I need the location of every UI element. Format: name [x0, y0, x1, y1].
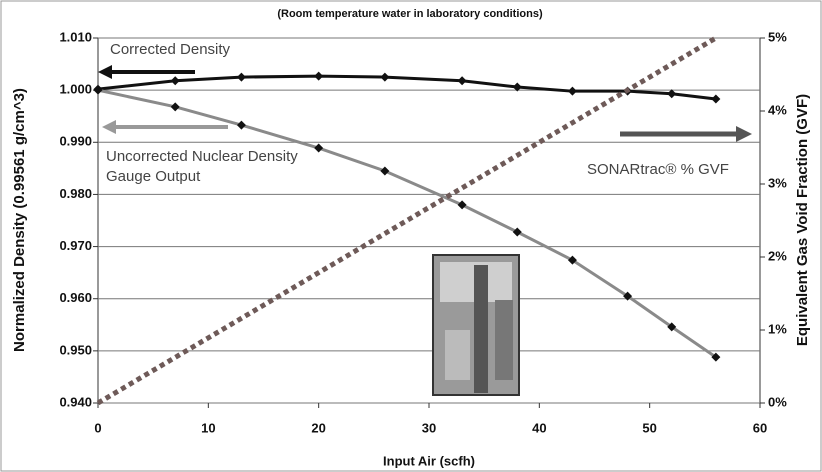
- y2-tick-label: 2%: [768, 248, 787, 263]
- y-tick-label: 0.970: [59, 238, 92, 253]
- y-tick-label: 1.000: [59, 82, 92, 97]
- y-tick-label: 0.980: [59, 186, 92, 201]
- data-point: [567, 255, 577, 265]
- data-point: [711, 94, 721, 104]
- data-point: [314, 71, 324, 81]
- annotation-box: Uncorrected Nuclear Density Gauge Output: [106, 148, 298, 185]
- y-axis-label: Normalized Density (0.99561 g/cm^3): [11, 88, 28, 352]
- data-point: [170, 76, 180, 86]
- data-point: [170, 102, 180, 112]
- y-tick-label: 0.940: [59, 394, 92, 409]
- x-tick-label: 0: [94, 420, 101, 435]
- y-tick-label: 0.990: [59, 134, 92, 149]
- data-point: [314, 143, 324, 153]
- y2-axis-label: Equivalent Gas Void Fraction (GVF): [794, 94, 811, 346]
- data-point: [457, 76, 467, 86]
- data-point: [623, 291, 633, 301]
- x-tick-label: 30: [422, 420, 436, 435]
- data-point: [512, 82, 522, 92]
- inset-photo: [432, 254, 520, 396]
- annotation: Uncorrected Nuclear Density Gauge Output: [106, 148, 298, 185]
- data-point: [380, 72, 390, 82]
- data-point: [667, 322, 677, 332]
- series-line: [96, 35, 718, 406]
- data-point: [567, 86, 577, 96]
- y2-tick-label: 1%: [768, 321, 787, 336]
- data-point: [457, 200, 467, 210]
- x-tick-label: 20: [311, 420, 325, 435]
- y2-tick-label: 4%: [768, 102, 787, 117]
- annotation-arrows: [98, 65, 752, 142]
- y2-tick-label: 5%: [768, 29, 787, 44]
- annotation: SONARtrac® % GVF: [587, 161, 729, 178]
- data-point: [236, 72, 246, 82]
- annotation: Corrected Density: [110, 41, 231, 58]
- data-point: [93, 85, 103, 95]
- plot-area: 0.940 0.950 0.960 0.970 0.980 0.990 1.000 1.010…: [59, 29, 787, 435]
- y-tick-label: 1.010: [59, 29, 92, 44]
- y-tick-label: 0.960: [59, 290, 92, 305]
- y2-tick-label: 0%: [768, 394, 787, 409]
- data-point: [512, 227, 522, 237]
- chart-title: (Room temperature water in laboratory co…: [277, 8, 543, 20]
- x-tick-label: 50: [642, 420, 656, 435]
- x-axis-label: Input Air (scfh): [383, 453, 475, 468]
- data-point: [380, 166, 390, 176]
- plot-background: [97, 37, 761, 404]
- data-point: [236, 120, 246, 130]
- x-tick-label: 40: [532, 420, 546, 435]
- x-tick-label: 10: [201, 420, 215, 435]
- x-tick-label: 60: [753, 420, 767, 435]
- y2-tick-label: 3%: [768, 175, 787, 190]
- data-point: [667, 89, 677, 99]
- y-tick-label: 0.950: [59, 342, 92, 357]
- data-point: [711, 352, 721, 362]
